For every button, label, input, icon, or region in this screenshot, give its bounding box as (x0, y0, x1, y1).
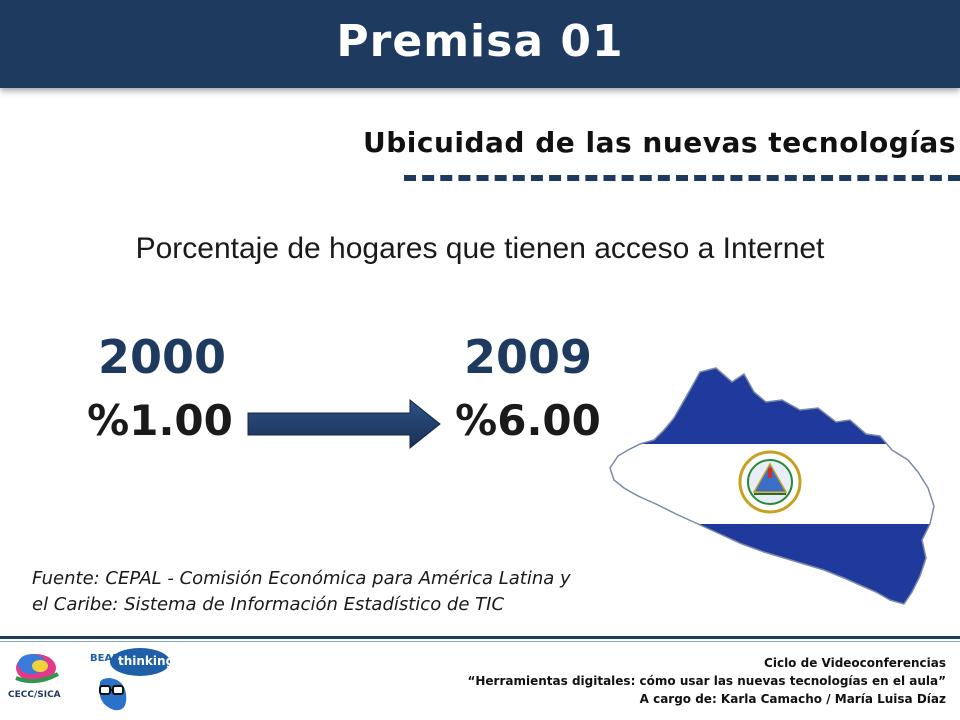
percent-2000: %1.00 (87, 396, 233, 445)
bean-thinking-logo (88, 646, 172, 716)
footer-divider-thin (0, 641, 960, 642)
subtitle: Ubicuidad de las nuevas tecnologías (362, 126, 956, 159)
year-2000: 2000 (97, 330, 227, 384)
section-heading: Porcentaje de hogares que tienen acceso … (135, 232, 825, 265)
footer-line-2: “Herramientas digitales: cómo usar las n… (467, 674, 946, 688)
source-citation: Fuente: CEPAL - Comisión Económica para … (32, 566, 682, 618)
source-line-1: Fuente: CEPAL - Comisión Económica para … (32, 568, 571, 589)
right-arrow-icon (244, 396, 444, 452)
coat-of-arms-icon (738, 450, 802, 514)
footer-line-1: Ciclo de Videoconferencias (764, 656, 946, 670)
el-salvador-flag-map (604, 364, 942, 626)
footer-divider (0, 636, 960, 639)
bean-logo-text: BEAN (90, 653, 121, 664)
source-line-2: el Caribe: Sistema de Información Estadí… (32, 594, 505, 615)
subtitle-underline (404, 175, 960, 181)
percent-2009: %6.00 (455, 396, 601, 445)
slide-title: Premisa 01 (336, 16, 624, 67)
header-bar (0, 0, 960, 88)
year-2009: 2009 (463, 330, 593, 384)
ceccsica-logo-label: CECC/SICA (8, 690, 61, 700)
thinking-logo-text: thinking (118, 654, 175, 668)
footer-line-3: A cargo de: Karla Camacho / María Luisa … (639, 692, 946, 706)
footer-credits: Ciclo de Videoconferencias “Herramientas… (467, 654, 946, 708)
ceccsica-logo (6, 646, 76, 716)
